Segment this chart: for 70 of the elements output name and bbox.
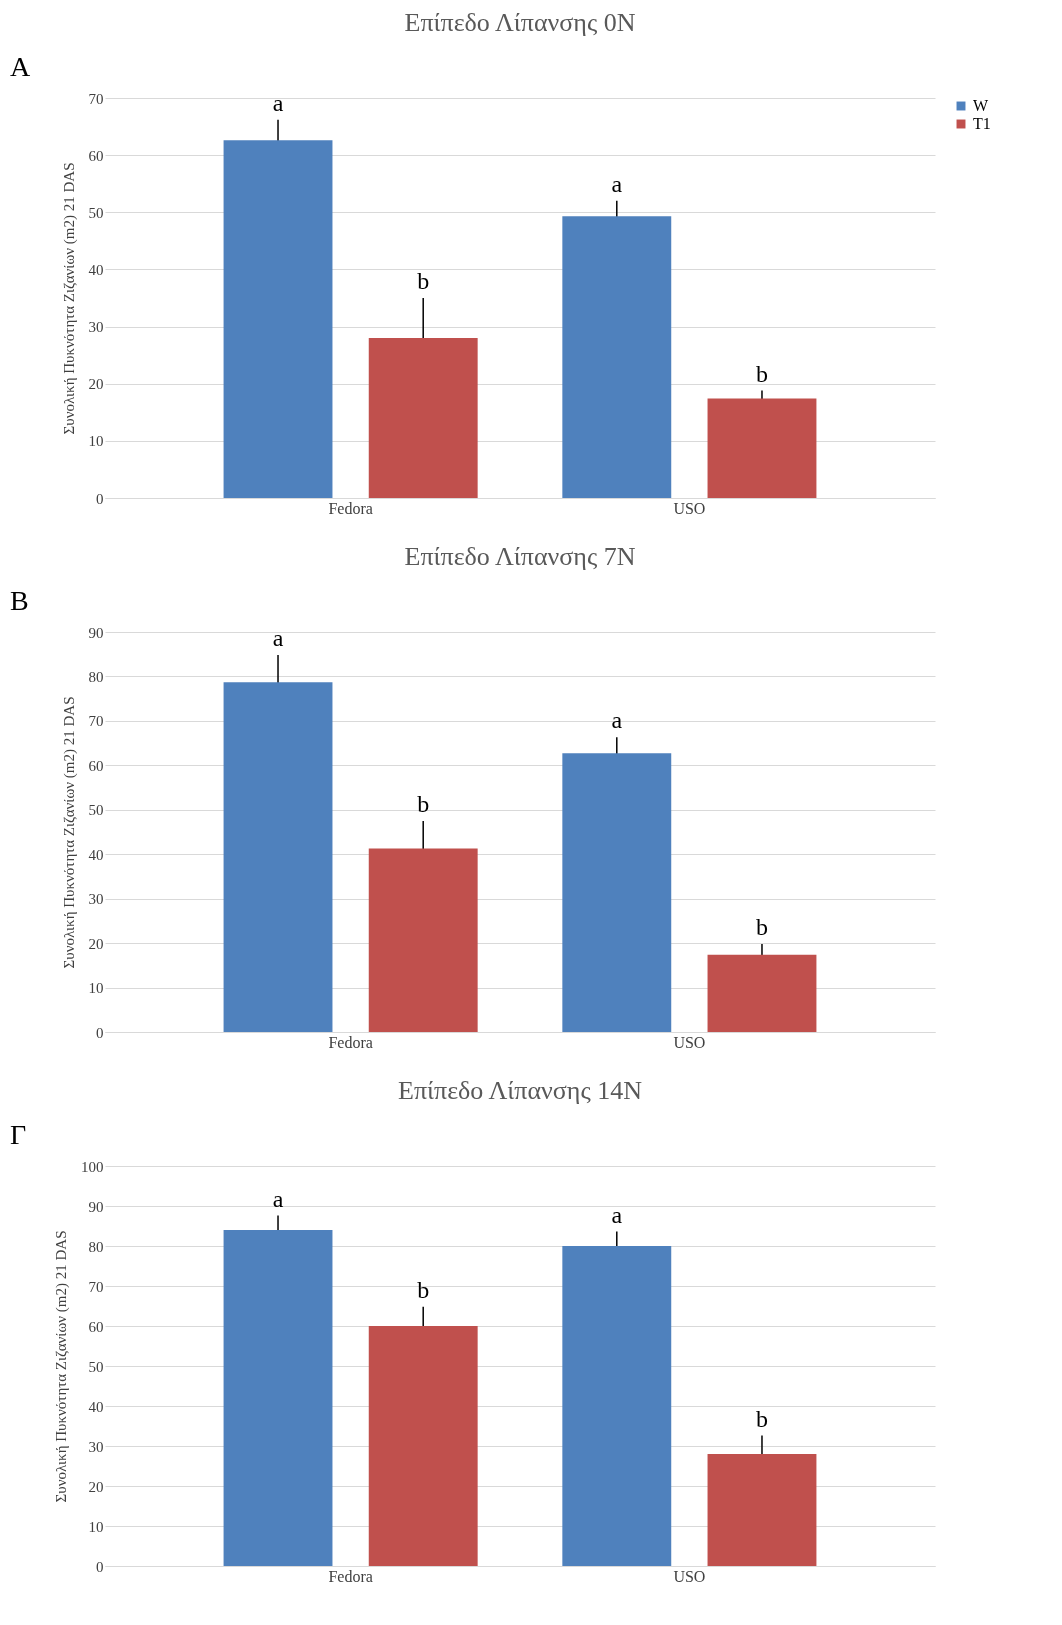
y-tick-label: 70	[88, 90, 104, 107]
text: A	[10, 51, 31, 82]
bar	[707, 398, 817, 498]
chart-title: Επίπεδο Λίπανσης 7N	[404, 542, 636, 571]
y-tick-label: 20	[88, 1478, 104, 1495]
y-tick-label: 60	[88, 147, 104, 164]
x-tick-label: USO	[673, 1567, 706, 1585]
y-axis-title: Συνολική Πυκνότητα Ζιζανίων (m2) 21 DAS	[53, 1230, 70, 1503]
chart-title: Επίπεδο Λίπανσης 14N	[398, 1076, 643, 1105]
y-tick-label: 50	[88, 802, 104, 819]
y-tick-label: 10	[88, 433, 104, 450]
y-tick-label: 0	[96, 1024, 104, 1041]
bar	[562, 1246, 672, 1566]
annotation: a	[272, 625, 284, 652]
y-tick-label: 30	[88, 319, 104, 336]
annotation: b	[755, 360, 768, 387]
y-axis-title: Συνολική Πυκνότητα Ζιζανίων (m2) 21 DAS	[60, 162, 78, 435]
y-tick-label: 50	[88, 204, 104, 221]
annotation: b	[755, 914, 768, 940]
bar	[368, 848, 478, 1032]
annotation: a	[272, 1185, 284, 1212]
bar	[223, 140, 333, 498]
annotation: a	[611, 170, 623, 197]
bar	[368, 1326, 478, 1566]
y-tick-label: 90	[88, 624, 104, 641]
y-tick-label: 70	[88, 1278, 104, 1295]
annotation: a	[611, 1201, 623, 1228]
y-tick-label: 20	[88, 935, 104, 952]
y-tick-label: 30	[88, 1438, 104, 1455]
bar	[707, 1454, 817, 1566]
text: B	[10, 585, 29, 616]
y-tick-label: 40	[88, 1398, 104, 1415]
y-tick-label: 60	[88, 1318, 104, 1335]
y-tick-label: 40	[88, 846, 104, 863]
annotation: a	[611, 707, 623, 734]
x-tick-label: Fedora	[328, 1033, 373, 1051]
x-tick-label: Fedora	[328, 1567, 373, 1585]
x-tick-label: USO	[673, 499, 706, 517]
text: Γ	[10, 1119, 27, 1150]
bar	[223, 682, 333, 1032]
y-tick-label: 70	[88, 713, 104, 730]
y-tick-label: 10	[88, 980, 104, 997]
annotation: b	[417, 268, 430, 294]
y-tick-label: 0	[96, 490, 104, 507]
bar	[562, 753, 672, 1032]
chart-title: Επίπεδο Λίπανσης 0N	[404, 8, 636, 37]
y-axis-title: Συνολική Πυκνότητα Ζιζανίων (m2) 21 DAS	[60, 696, 78, 969]
y-tick-label: 0	[96, 1558, 104, 1575]
y-tick-label: 60	[88, 757, 104, 774]
y-tick-label: 10	[88, 1518, 104, 1535]
y-tick-label: 100	[81, 1158, 104, 1175]
bar	[223, 1230, 333, 1566]
annotation: b	[417, 1276, 430, 1303]
annotation: b	[755, 1405, 768, 1432]
bar	[562, 216, 672, 498]
bar	[707, 954, 817, 1032]
y-tick-label: 40	[88, 261, 104, 278]
y-tick-label: 20	[88, 376, 104, 393]
annotation: a	[272, 89, 284, 116]
y-tick-label: 90	[88, 1198, 104, 1215]
legend-label: T1	[973, 115, 991, 132]
legend-label: W	[973, 97, 989, 114]
y-tick-label: 50	[88, 1358, 104, 1375]
y-tick-label: 30	[88, 891, 104, 908]
x-tick-label: USO	[673, 1033, 706, 1051]
bar	[368, 338, 478, 498]
y-tick-label: 80	[88, 1238, 104, 1255]
y-tick-label: 80	[88, 668, 104, 685]
annotation: b	[417, 790, 430, 817]
x-tick-label: Fedora	[328, 499, 373, 517]
